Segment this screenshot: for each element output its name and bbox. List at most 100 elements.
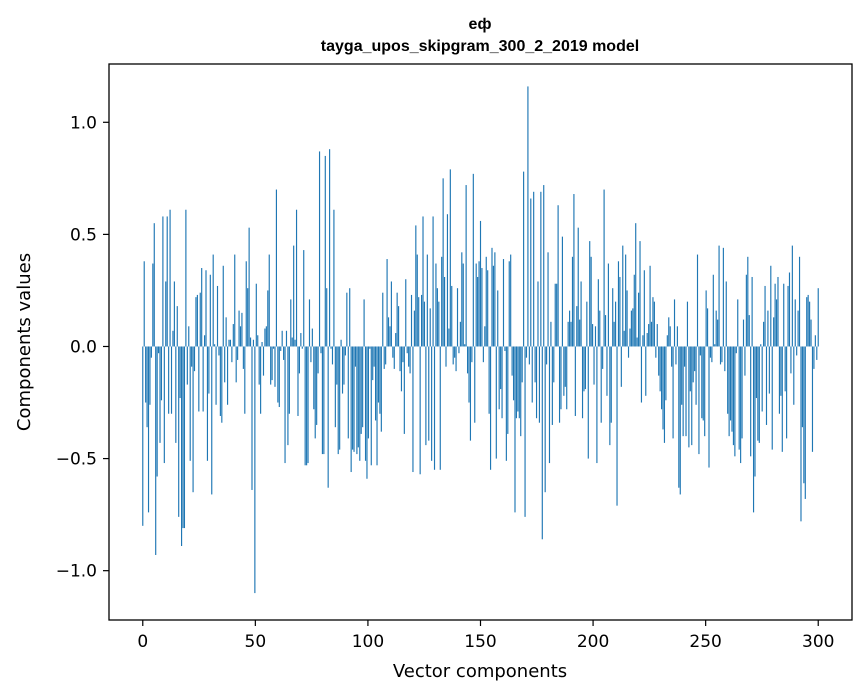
bar	[706, 308, 709, 347]
bar	[366, 346, 368, 479]
bar	[466, 346, 469, 374]
bar	[786, 346, 788, 439]
bar	[410, 294, 413, 347]
bar	[813, 346, 815, 369]
bar	[156, 346, 158, 477]
bar	[188, 326, 190, 347]
bar	[755, 346, 758, 399]
bar	[192, 346, 194, 493]
bar	[672, 346, 674, 439]
bar	[339, 346, 341, 450]
bar	[178, 346, 180, 517]
chart-title-line2: tayga_upos_skipgram_300_2_2019 model	[321, 38, 639, 55]
bar	[146, 346, 148, 428]
bar	[306, 346, 308, 466]
bar	[237, 346, 239, 360]
bar	[767, 310, 769, 347]
bar	[573, 194, 575, 347]
bar	[304, 346, 306, 466]
bar	[809, 301, 811, 347]
bar	[671, 346, 673, 367]
bar	[600, 346, 602, 423]
bar	[471, 346, 473, 363]
bar	[811, 346, 814, 452]
bar	[261, 342, 263, 347]
bar	[603, 189, 605, 347]
bar	[357, 346, 359, 448]
bar	[464, 344, 466, 347]
bar	[248, 227, 250, 347]
bar	[363, 299, 365, 347]
bar	[260, 346, 262, 414]
bar	[482, 346, 484, 363]
bar	[507, 346, 509, 434]
bar	[502, 259, 505, 347]
bar	[199, 292, 201, 347]
bar	[218, 346, 220, 356]
bar	[393, 346, 395, 369]
bar	[643, 270, 645, 347]
bar	[222, 265, 224, 347]
x-tick-label: 150	[464, 632, 496, 652]
bar	[738, 346, 740, 450]
bar	[301, 346, 303, 349]
bar	[412, 346, 414, 473]
bar	[215, 346, 217, 405]
bar	[172, 330, 174, 347]
bar	[455, 346, 457, 372]
bar	[317, 346, 319, 374]
bar	[635, 223, 637, 347]
bar	[596, 346, 598, 464]
bar	[451, 285, 453, 347]
bar	[684, 346, 686, 367]
bar	[722, 247, 724, 347]
bar	[521, 346, 523, 383]
bar	[659, 346, 661, 392]
bar	[639, 241, 641, 347]
bar	[742, 319, 745, 347]
bar	[221, 346, 223, 423]
bar	[505, 346, 507, 461]
bar	[155, 346, 157, 555]
bar	[429, 308, 431, 347]
bar	[604, 315, 607, 347]
bar	[548, 346, 551, 464]
bar	[814, 335, 816, 347]
bar	[497, 290, 499, 347]
bar	[331, 346, 334, 365]
bar	[479, 220, 482, 347]
bar	[469, 346, 472, 441]
bar	[379, 346, 381, 414]
bar	[763, 321, 765, 347]
bar	[308, 299, 311, 347]
bar	[183, 346, 186, 529]
bar	[422, 216, 424, 347]
bar	[774, 283, 776, 347]
bar	[520, 346, 522, 437]
bar	[249, 337, 252, 347]
bar	[392, 346, 394, 358]
bar	[160, 346, 163, 401]
bar	[646, 333, 648, 347]
bar	[432, 216, 434, 347]
bar	[281, 330, 283, 347]
bar	[439, 346, 441, 470]
bar	[530, 198, 532, 347]
bar	[679, 346, 681, 495]
bar	[413, 310, 415, 347]
bar	[426, 254, 428, 347]
bar	[577, 227, 579, 347]
bar	[495, 346, 497, 459]
bar	[265, 326, 267, 347]
bar	[517, 346, 519, 412]
bar	[274, 346, 276, 387]
bar	[771, 346, 773, 450]
bar	[645, 346, 647, 396]
bar	[500, 346, 502, 390]
bar	[270, 346, 272, 385]
bar	[232, 324, 234, 347]
bar	[781, 346, 783, 452]
bar	[310, 346, 312, 363]
bar	[619, 276, 621, 347]
bar	[715, 310, 717, 347]
